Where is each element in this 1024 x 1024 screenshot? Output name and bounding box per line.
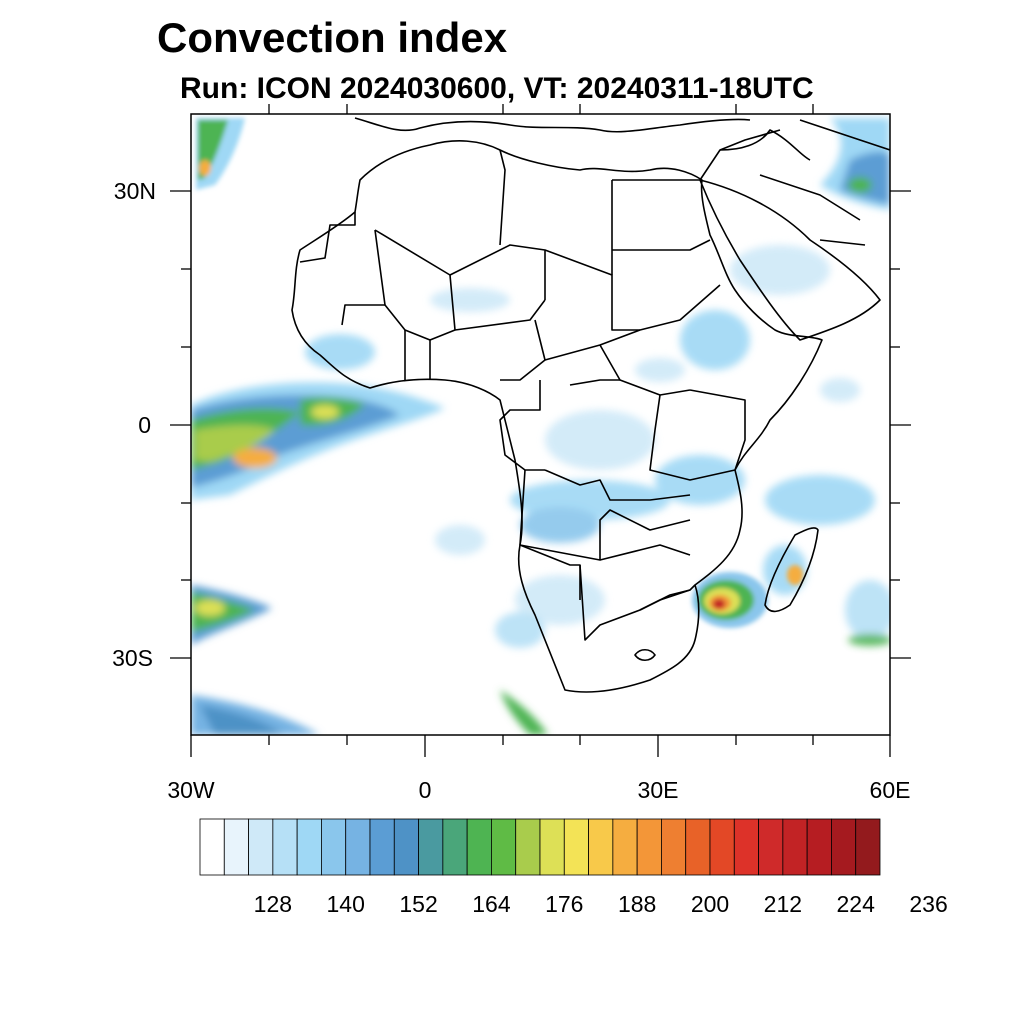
country-borders <box>291 117 890 693</box>
colorbar-tick-label: 164 <box>472 891 511 917</box>
colorbar-tick-label: 212 <box>764 891 802 917</box>
colorbar-swatch <box>223 818 249 876</box>
colorbar-swatch <box>806 818 832 876</box>
africa-coastline <box>291 140 823 693</box>
lat-label-30s: 30S <box>112 645 153 671</box>
colorbar-tick-label: 224 <box>837 891 876 917</box>
lon-label-60e: 60E <box>870 777 911 803</box>
colorbar-swatch <box>321 818 347 876</box>
colorbar-swatch <box>272 818 298 876</box>
colorbar-swatch <box>539 818 565 876</box>
colorbar-swatch <box>199 818 225 876</box>
madagascar <box>764 527 819 613</box>
colorbar-swatch <box>588 818 614 876</box>
colorbar-swatch <box>442 818 468 876</box>
colorbar-tick-label: 152 <box>399 891 437 917</box>
lon-label-0: 0 <box>419 777 432 803</box>
lon-label-30w: 30W <box>167 777 215 803</box>
colorbar-labels: 128 140 152 164 176 188 200 212 224 236 <box>254 891 948 917</box>
colorbar-swatch <box>248 818 274 876</box>
colorbar-swatch <box>418 818 444 876</box>
colorbar-tick-label: 128 <box>254 891 292 917</box>
colorbar-swatch <box>491 818 517 876</box>
colorbar-swatch <box>855 818 881 876</box>
colorbar-swatch <box>782 818 808 876</box>
colorbar-swatch <box>515 818 541 876</box>
colorbar-swatch <box>612 818 638 876</box>
colorbar-swatch <box>685 818 711 876</box>
colorbar-tick-label: 188 <box>618 891 656 917</box>
colorbar-swatch <box>709 818 735 876</box>
colorbar-swatch <box>296 818 322 876</box>
lon-label-30e: 30E <box>638 777 679 803</box>
colorbar-swatch <box>733 818 759 876</box>
lat-label-0: 0 <box>138 412 151 438</box>
map-subtitle: Run: ICON 2024030600, VT: 20240311-18UTC <box>180 72 814 105</box>
colorbar-swatch <box>466 818 492 876</box>
colorbar-swatch <box>636 818 662 876</box>
colorbar-tick-label: 176 <box>545 891 583 917</box>
colorbar-swatch <box>369 818 395 876</box>
colorbar-tick-label: 140 <box>327 891 365 917</box>
axis-ticks <box>170 104 911 757</box>
colorbar-tick-label: 236 <box>909 891 947 917</box>
colorbar-swatch <box>345 818 371 876</box>
map-title: Convection index <box>157 14 508 61</box>
colorbar-swatch <box>393 818 419 876</box>
colorbar-swatch <box>661 818 687 876</box>
convection-field <box>191 118 890 735</box>
colorbar-swatch <box>758 818 784 876</box>
lat-label-30n: 30N <box>114 178 156 204</box>
colorbar <box>199 818 881 876</box>
colorbar-swatch <box>831 818 857 876</box>
colorbar-tick-label: 200 <box>691 891 729 917</box>
colorbar-swatch <box>563 818 589 876</box>
